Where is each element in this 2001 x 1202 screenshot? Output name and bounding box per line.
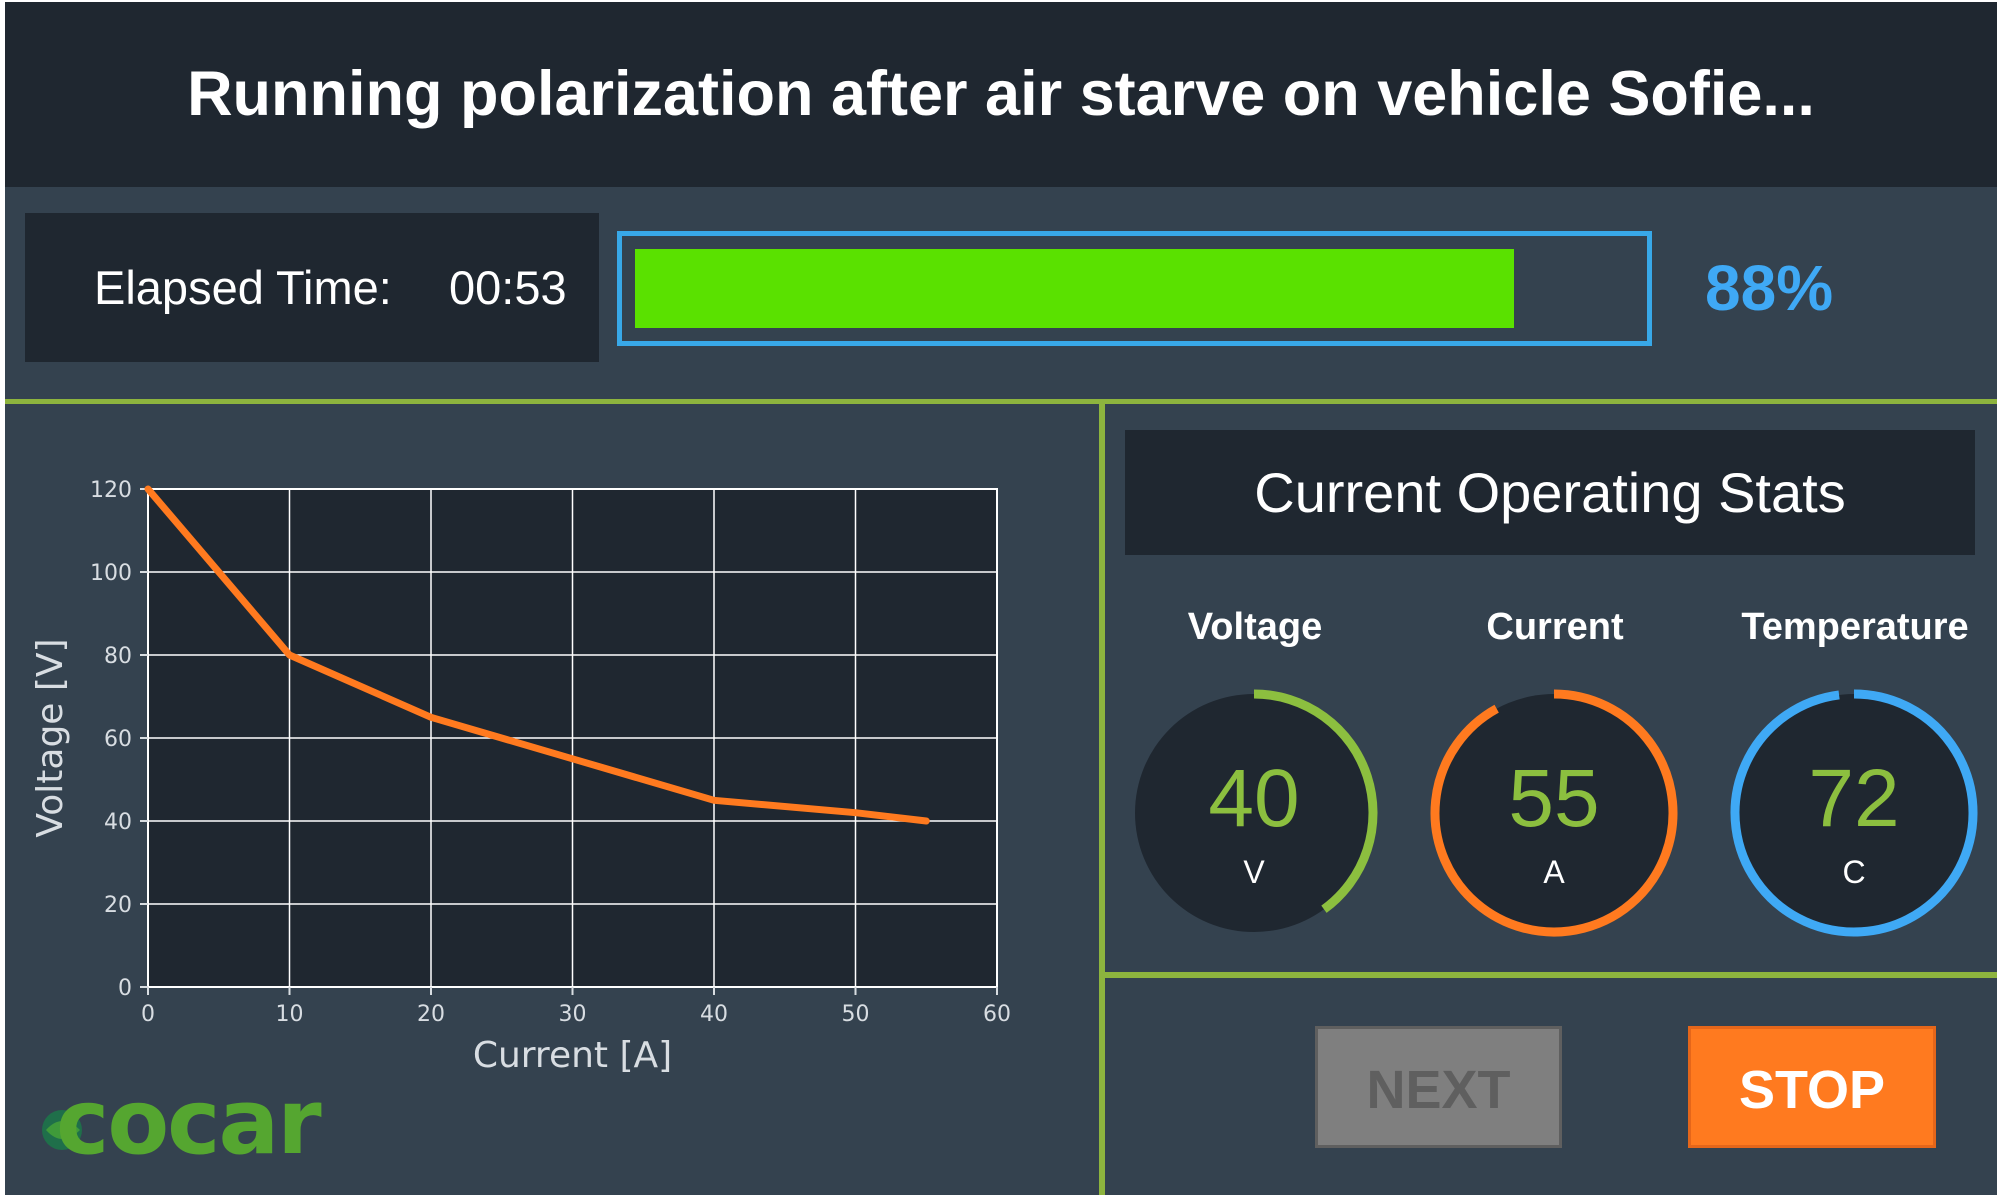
polarization-test-screen: Running polarization after air starve on…: [5, 2, 1997, 1195]
y-tick-label: 100: [90, 561, 132, 586]
tick-labels: 0 10 20 30 40 50 60 0 20 40 60 80 100 120: [90, 478, 1011, 1027]
progress-bar: [617, 231, 1652, 346]
x-tick-label: 40: [700, 1002, 728, 1027]
temperature-gauge: 72 C: [1725, 684, 1983, 942]
polarization-chart-svg: 0 10 20 30 40 50 60 0 20 40 60 80 100 120 Current [A]…: [30, 478, 1011, 1076]
x-tick-label: 30: [559, 1002, 587, 1027]
x-axis-title: Current [A]: [473, 1035, 672, 1076]
x-tick-label: 60: [983, 1002, 1011, 1027]
progress-bar-fill: [635, 249, 1514, 328]
y-tick-label: 0: [118, 976, 132, 1001]
y-tick-label: 60: [104, 727, 132, 752]
voltage-gauge: 40 V: [1125, 684, 1383, 942]
x-tick-label: 10: [276, 1002, 304, 1027]
y-tick-label: 120: [90, 478, 132, 503]
stats-title: Current Operating Stats: [1254, 461, 1846, 524]
divider-vertical: [1099, 399, 1105, 1195]
logo-wordmark: cocar: [56, 1070, 322, 1175]
title-bar: Running polarization after air starve on…: [5, 2, 1997, 187]
voltage-gauge-label: Voltage: [1187, 606, 1323, 648]
temperature-gauge-label: Temperature: [1741, 606, 1969, 648]
leaf-icon: [42, 1110, 82, 1150]
current-gauge: 55 A: [1425, 684, 1683, 942]
current-unit: A: [1543, 854, 1565, 890]
series-line: [144, 485, 930, 825]
stop-button[interactable]: STOP: [1688, 1026, 1936, 1148]
voltage-gauge-ring: [1135, 689, 1378, 932]
x-tick-label: 50: [842, 1002, 870, 1027]
elapsed-time-panel: Elapsed Time: 00:53: [25, 213, 599, 362]
stats-header: Current Operating Stats: [1125, 430, 1975, 555]
voltage-unit: V: [1243, 854, 1265, 890]
y-axis-title: Voltage [V]: [30, 638, 71, 837]
divider-horizontal-right: [1099, 972, 1997, 978]
page-title: Running polarization after air starve on…: [187, 59, 1815, 129]
temperature-value: 72: [1808, 753, 1900, 844]
y-tick-label: 80: [104, 644, 132, 669]
next-button[interactable]: NEXT: [1315, 1026, 1562, 1148]
voltage-value: 40: [1208, 753, 1300, 844]
polarization-chart: 0 10 20 30 40 50 60 0 20 40 60 80 100 120 Current [A]…: [5, 404, 1099, 1094]
divider-horizontal-top: [5, 399, 1997, 404]
elapsed-time-label: Elapsed Time:: [94, 261, 392, 314]
elapsed-time-value: 00:53: [449, 261, 567, 314]
current-value: 55: [1508, 753, 1600, 844]
current-gauge-label: Current: [1486, 606, 1624, 648]
progress-percent: 88%: [1705, 252, 1834, 324]
temperature-unit: C: [1842, 854, 1866, 890]
y-tick-label: 20: [104, 893, 132, 918]
current-gauge-ring: [1430, 689, 1678, 937]
y-tick-label: 40: [104, 810, 132, 835]
temperature-gauge-ring: [1730, 689, 1978, 937]
x-tick-label: 0: [141, 1002, 155, 1027]
x-tick-label: 20: [417, 1002, 445, 1027]
